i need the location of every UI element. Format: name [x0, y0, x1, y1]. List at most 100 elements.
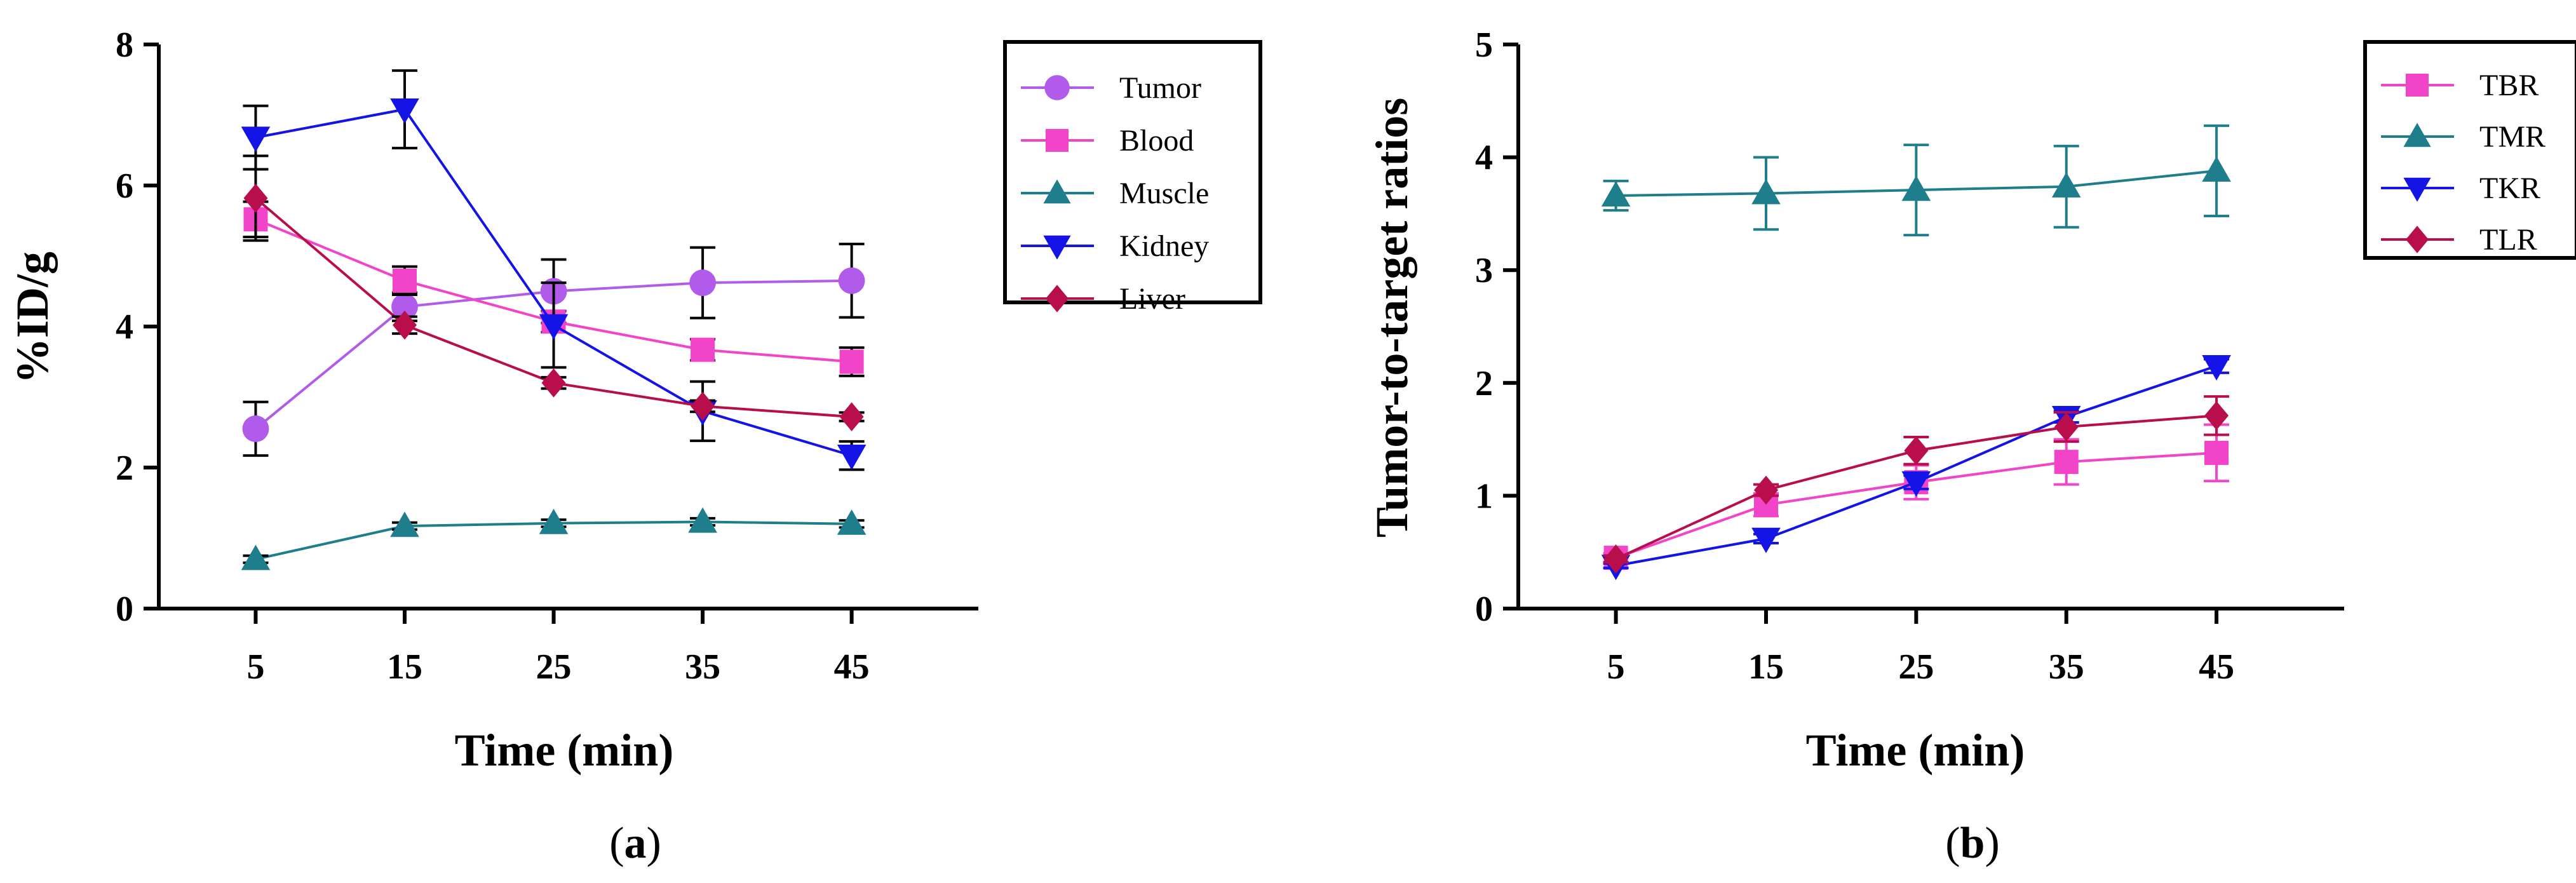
panel-b-legend-item-tlr: TLR	[2381, 223, 2537, 257]
panel-b-tkr-point	[1901, 471, 1931, 497]
panel-b-label: (b)	[1945, 819, 2000, 868]
panel-a-kidney-point	[837, 445, 867, 470]
panel-b-x-tick-label: 25	[1898, 647, 1934, 687]
panel-a-legend-item-tumor: Tumor	[1021, 71, 1201, 105]
panel-a-blood-point	[393, 268, 417, 293]
panel-a-muscle-point	[539, 508, 569, 534]
panel-a-legend-item-blood: Blood	[1021, 124, 1194, 158]
panel-b-tbr-point	[2054, 450, 2079, 475]
panel-a-liver-point	[393, 310, 417, 340]
panel-a-plot-area: 0 2 4 6 8 5 15 25 35 45	[116, 25, 978, 687]
panel-a-series-liver	[243, 154, 865, 431]
panel-a-muscle-point	[688, 507, 717, 533]
panel-b-series-tmr	[1601, 124, 2231, 237]
panel-b-x-tick-label: 35	[2049, 647, 2084, 687]
panel-a-legend: Tumor Blood Muscle Kidney Liver	[1003, 40, 1262, 316]
panel-b-legend-tlr-marker	[2406, 226, 2429, 253]
panel-a-y-tick-label: 4	[116, 307, 133, 347]
panel-a-liver-point	[541, 368, 566, 398]
panel-a-x-tick-label: 35	[685, 647, 720, 687]
panel-b-label-letter: b	[1960, 819, 1985, 868]
panel-b-legend-box	[2363, 40, 2576, 260]
panel-b-tlr-point	[1904, 436, 1929, 466]
panel-b-tlr-point	[2054, 412, 2079, 442]
panel-b-y-tick-label: 2	[1475, 364, 1493, 403]
panel-b-legend-tkr-marker	[2403, 177, 2431, 202]
panel-b-series-tlr	[1603, 395, 2230, 574]
panel-a-x-tick-label: 25	[536, 647, 572, 687]
panel-b-y-tick-label: 1	[1475, 476, 1493, 516]
panel-a-x-axis-title: Time (min)	[455, 725, 674, 776]
panel-a-label-letter: a	[624, 819, 647, 868]
panel-a-liver-point	[243, 184, 268, 213]
panel-a-liver-point	[691, 391, 715, 421]
panel-b-tlr-point	[1603, 544, 1628, 574]
panel-b-legend-item-tmr: TMR	[2381, 120, 2546, 154]
panel-b-tkr-point	[2202, 355, 2231, 381]
panel-a-muscle-point	[837, 509, 867, 535]
panel-b-legend-tbr-label: TBR	[2479, 69, 2539, 102]
panel-a-y-tick-label: 2	[116, 448, 133, 488]
panel-b-tlr-point	[2204, 401, 2229, 431]
panel-a-legend-liver-marker	[1046, 285, 1069, 313]
panel-b-tlr-point	[1754, 475, 1778, 505]
panel-b-legend: TBR TMR TKR TLR	[2363, 40, 2576, 260]
panel-a-muscle-point	[390, 511, 419, 537]
panel-a-muscle-point	[241, 544, 271, 570]
panel-b-legend-tkr-label: TKR	[2479, 172, 2540, 205]
panel-a-legend-blood-label: Blood	[1119, 124, 1194, 158]
panel-b-y-tick-label: 5	[1475, 25, 1493, 65]
panel-a-y-tick-label: 0	[116, 590, 133, 629]
panel-b-legend-item-tbr: TBR	[2381, 69, 2539, 102]
panel-a-legend-item-liver: Liver	[1021, 282, 1185, 316]
panel-b-tmr-point	[2051, 172, 2081, 198]
panel-b-legend-tbr-marker	[2406, 74, 2429, 97]
panel-b-x-tick-label: 15	[1748, 647, 1784, 687]
panel-a-legend-item-muscle: Muscle	[1021, 177, 1209, 210]
panel-b-legend-tmr-marker	[2403, 123, 2431, 147]
panel-a-tumor-point	[838, 267, 865, 294]
panel-b-y-tick-label: 3	[1475, 251, 1493, 290]
panel-a-y-tick-label: 6	[116, 166, 133, 206]
panel-b-tkr-point	[1751, 527, 1781, 553]
panel-a-legend-item-kidney: Kidney	[1021, 229, 1209, 263]
panel-a-legend-blood-marker	[1046, 129, 1069, 152]
panel-a-y-tick-label: 8	[116, 25, 133, 65]
panel-a-legend-kidney-label: Kidney	[1119, 229, 1209, 263]
panel-a-tumor-point	[689, 269, 716, 297]
panel-a-legend-muscle-marker	[1043, 179, 1071, 204]
panel-a-x-tick-label: 45	[834, 647, 870, 687]
panel-b-tmr-point	[1601, 181, 1631, 207]
panel-b-legend-item-tkr: TKR	[2381, 172, 2540, 205]
panel-a-y-axis-title: %ID/g	[7, 252, 58, 384]
panel-a-liver-point	[839, 402, 864, 431]
panel-a-blood-point	[839, 349, 864, 374]
panel-b-tmr-point	[1901, 175, 1931, 201]
panel-a-legend-tumor-label: Tumor	[1119, 71, 1201, 105]
panel-a-x-tick-label: 5	[246, 647, 264, 687]
panel-b-tbr-point	[2204, 440, 2229, 465]
panel-b-x-axis-title: Time (min)	[1806, 725, 2025, 776]
panel-b-x-tick-label: 5	[1607, 647, 1625, 687]
panel-a-tumor-point	[242, 415, 269, 442]
chart-panel-a: 0 2 4 6 8 5 15 25 35 45 Time (min) %ID/g Tumor Blo…	[7, 25, 1262, 868]
panel-a-legend-kidney-marker	[1043, 235, 1071, 260]
panel-a-series-muscle	[241, 507, 867, 570]
panel-b-x-tick-label: 45	[2199, 647, 2234, 687]
panel-a-kidney-point	[539, 314, 569, 340]
panel-b-tmr-point	[2202, 156, 2231, 182]
panel-a-legend-liver-label: Liver	[1119, 282, 1185, 316]
panel-a-kidney-point	[241, 126, 271, 152]
panel-b-tmr-point	[1751, 179, 1781, 205]
panel-a-x-tick-label: 15	[387, 647, 422, 687]
panel-a-legend-tumor-marker	[1044, 75, 1070, 100]
panel-b-legend-tlr-label: TLR	[2479, 223, 2537, 257]
panel-a-kidney-point	[390, 98, 419, 124]
panel-b-y-tick-label: 0	[1475, 590, 1493, 629]
panel-a-label: (a)	[609, 819, 661, 868]
panel-a-blood-point	[691, 337, 715, 362]
panel-b-y-tick-label: 4	[1475, 138, 1493, 178]
